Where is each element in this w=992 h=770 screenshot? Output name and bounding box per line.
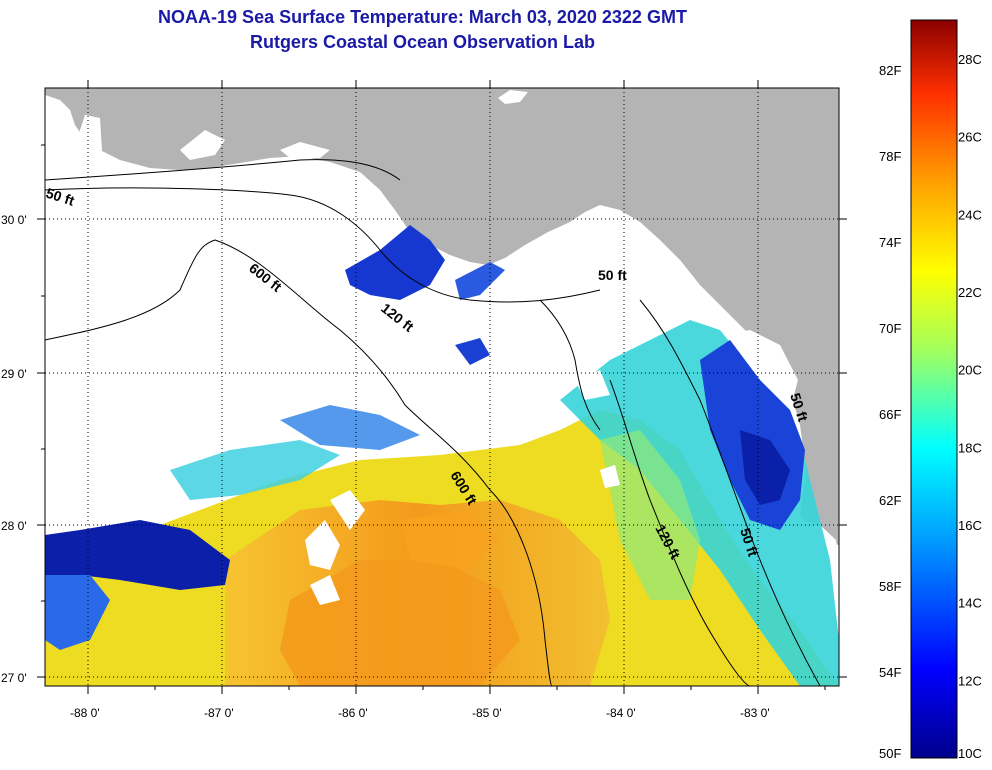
contour-label: 50 ft (598, 267, 627, 283)
lon-tick-label: -85 0' (472, 706, 502, 720)
colorbar-c-label: 28C (958, 52, 982, 67)
lat-tick-label: 30 0' (1, 213, 27, 227)
colorbar-f-label: 82F (879, 63, 901, 78)
colorbar (910, 19, 958, 759)
colorbar-c-label: 20C (958, 363, 982, 378)
lat-tick-label: 29 0' (1, 367, 27, 381)
colorbar-c-label: 10C (958, 746, 982, 761)
colorbar-c-label: 26C (958, 130, 982, 145)
lat-tick-label: 28 0' (1, 519, 27, 533)
cold-water-north (345, 225, 445, 300)
lat-tick-label: 27 0' (1, 671, 27, 685)
colorbar-f-label: 58F (879, 579, 901, 594)
chart-subtitle: Rutgers Coastal Ocean Observation Lab (249, 32, 596, 52)
colorbar-c-label: 16C (958, 518, 982, 533)
graticule (45, 88, 839, 686)
colorbar-f-label: 78F (879, 149, 901, 164)
bathymetry-contours (45, 159, 821, 686)
colorbar-c-label: 14C (958, 596, 982, 611)
chart-title: NOAA-19 Sea Surface Temperature: March 0… (158, 7, 687, 27)
colorbar-c-label: 12C (958, 673, 982, 688)
colorbar-f-label: 50F (879, 746, 901, 761)
colorbar-labels: 50F 54F 58F 62F 66F 70F 74F 78F 82F 10C 12C 14C 16C 1… (879, 52, 982, 761)
lon-tick-label: -86 0' (338, 706, 368, 720)
colorbar-f-label: 54F (879, 665, 901, 680)
colorbar-f-label: 62F (879, 493, 901, 508)
cold-water-west (45, 520, 230, 590)
land-mass (45, 88, 839, 545)
lon-tick-label: -87 0' (204, 706, 234, 720)
map-border (44, 87, 840, 687)
colorbar-f-label: 74F (879, 235, 901, 250)
colorbar-c-label: 22C (958, 285, 982, 300)
lon-tick-label: -88 0' (70, 706, 100, 720)
colorbar-c-label: 18C (958, 440, 982, 455)
axis-ticks (37, 80, 847, 694)
lon-tick-label: -83 0' (740, 706, 770, 720)
colorbar-c-label: 24C (958, 207, 982, 222)
colorbar-f-label: 70F (879, 321, 901, 336)
colorbar-f-label: 66F (879, 407, 901, 422)
lon-tick-label: -84 0' (606, 706, 636, 720)
